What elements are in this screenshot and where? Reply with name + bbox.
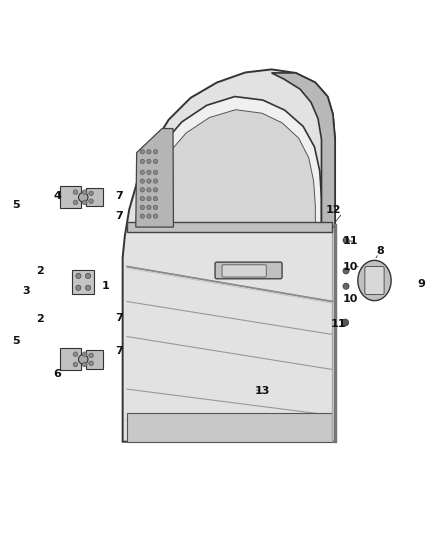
Circle shape <box>153 214 158 219</box>
Circle shape <box>343 283 349 289</box>
Circle shape <box>140 205 145 209</box>
Text: 5: 5 <box>12 200 20 210</box>
Circle shape <box>140 170 145 174</box>
Polygon shape <box>136 96 321 227</box>
Circle shape <box>140 179 145 183</box>
Circle shape <box>147 188 151 192</box>
Circle shape <box>140 197 145 201</box>
Circle shape <box>73 352 78 357</box>
Circle shape <box>73 200 78 205</box>
Circle shape <box>153 188 158 192</box>
Circle shape <box>147 197 151 201</box>
Circle shape <box>82 352 87 357</box>
FancyBboxPatch shape <box>86 350 103 368</box>
Circle shape <box>73 190 78 195</box>
Text: 7: 7 <box>115 211 123 221</box>
Circle shape <box>76 285 81 290</box>
Text: 2: 2 <box>36 314 44 324</box>
FancyBboxPatch shape <box>365 266 384 295</box>
Text: 10: 10 <box>343 294 358 304</box>
Circle shape <box>153 170 158 174</box>
Circle shape <box>82 190 87 195</box>
Text: 7: 7 <box>115 345 123 356</box>
Text: 6: 6 <box>53 369 61 379</box>
FancyBboxPatch shape <box>127 222 332 232</box>
Circle shape <box>147 214 151 219</box>
Circle shape <box>140 150 145 154</box>
Polygon shape <box>272 73 335 227</box>
Circle shape <box>140 188 145 192</box>
Text: 8: 8 <box>376 246 384 256</box>
Ellipse shape <box>358 260 391 301</box>
Text: 9: 9 <box>417 279 425 289</box>
Circle shape <box>153 205 158 209</box>
Circle shape <box>76 273 81 278</box>
Text: 10: 10 <box>343 262 358 272</box>
Circle shape <box>85 285 91 290</box>
Polygon shape <box>123 69 335 442</box>
Circle shape <box>153 159 158 164</box>
FancyBboxPatch shape <box>60 186 81 208</box>
FancyBboxPatch shape <box>222 265 266 277</box>
Circle shape <box>140 159 145 164</box>
Circle shape <box>342 319 349 326</box>
Text: 11: 11 <box>331 319 346 329</box>
FancyBboxPatch shape <box>72 270 94 294</box>
Circle shape <box>73 362 78 367</box>
Circle shape <box>89 361 93 366</box>
Circle shape <box>153 197 158 201</box>
Circle shape <box>140 214 145 219</box>
Polygon shape <box>145 110 315 227</box>
Circle shape <box>153 150 158 154</box>
Circle shape <box>78 354 88 364</box>
Circle shape <box>343 237 349 243</box>
Circle shape <box>89 191 93 196</box>
FancyBboxPatch shape <box>86 188 103 206</box>
Circle shape <box>147 205 151 209</box>
Circle shape <box>147 150 151 154</box>
Circle shape <box>82 362 87 367</box>
FancyBboxPatch shape <box>127 413 332 442</box>
FancyBboxPatch shape <box>60 348 81 370</box>
Text: 5: 5 <box>12 336 20 346</box>
Text: 13: 13 <box>255 386 271 397</box>
Text: 11: 11 <box>343 236 358 246</box>
Circle shape <box>85 273 91 278</box>
Text: 7: 7 <box>115 313 123 323</box>
Circle shape <box>343 268 349 274</box>
Circle shape <box>78 192 88 202</box>
Text: 7: 7 <box>115 191 123 201</box>
Text: 1: 1 <box>102 281 110 291</box>
Circle shape <box>89 353 93 358</box>
Polygon shape <box>136 128 173 227</box>
Circle shape <box>153 179 158 183</box>
Text: 12: 12 <box>326 205 342 215</box>
Text: 2: 2 <box>36 266 44 276</box>
Circle shape <box>147 170 151 174</box>
Text: 4: 4 <box>53 191 61 201</box>
Circle shape <box>82 200 87 205</box>
Circle shape <box>147 159 151 164</box>
Circle shape <box>147 179 151 183</box>
Circle shape <box>89 199 93 204</box>
FancyBboxPatch shape <box>215 262 282 279</box>
Text: 3: 3 <box>22 286 30 296</box>
